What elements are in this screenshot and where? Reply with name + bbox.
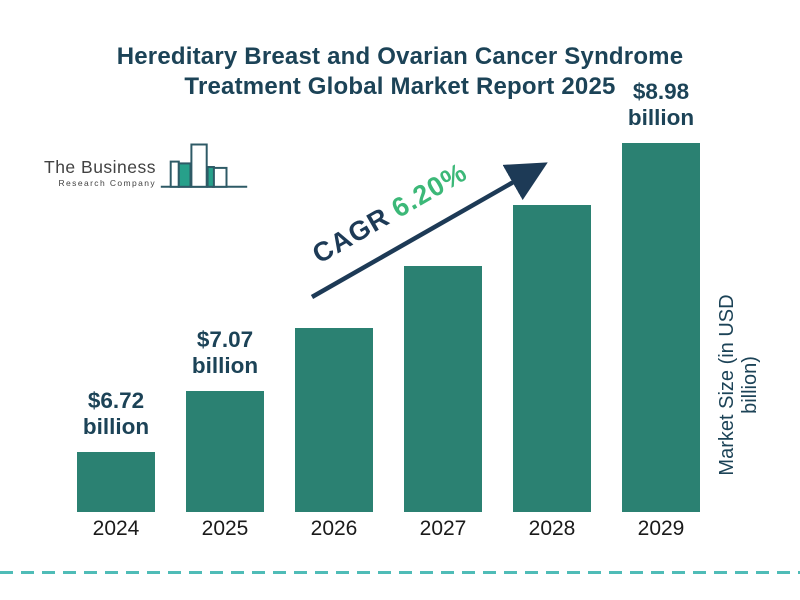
company-logo-text: The Business Research Company [44, 157, 156, 188]
x-tick-2028: 2028 [528, 517, 576, 540]
bar-2026 [295, 328, 373, 512]
x-tick-2024: 2024 [92, 517, 140, 540]
logo-name: The Business [44, 157, 157, 177]
x-tick-2029: 2029 [637, 517, 685, 540]
y-axis-label: Market Size (in USD billion) [716, 294, 761, 476]
bar-2028 [513, 205, 591, 512]
bar-2029 [622, 143, 700, 512]
x-tick-2027: 2027 [419, 517, 467, 540]
footer-dashed-line [0, 571, 800, 574]
value-label-2025: $7.07 billion [191, 327, 259, 378]
bar-2025 [186, 391, 264, 512]
value-label-2024: $6.72 billion [82, 388, 150, 439]
x-tick-2026: 2026 [310, 517, 358, 540]
x-tick-2025: 2025 [201, 517, 249, 540]
logo-subname: Research Company [58, 178, 157, 188]
page-title-line1: Hereditary Breast and Ovarian Cancer Syn… [116, 43, 684, 71]
logo-bar-chart-icon [160, 143, 248, 188]
value-label-2029: $8.98 billion [627, 79, 695, 130]
company-logo: The Business Research Company [44, 138, 249, 196]
growth-arrow-icon [310, 162, 548, 299]
bar-2024 [77, 452, 155, 512]
page-title: Hereditary Breast and Ovarian Cancer Syn… [0, 42, 800, 102]
page-title-line2: Treatment Global Market Report 2025 [184, 73, 616, 101]
bar-2027 [404, 266, 482, 512]
